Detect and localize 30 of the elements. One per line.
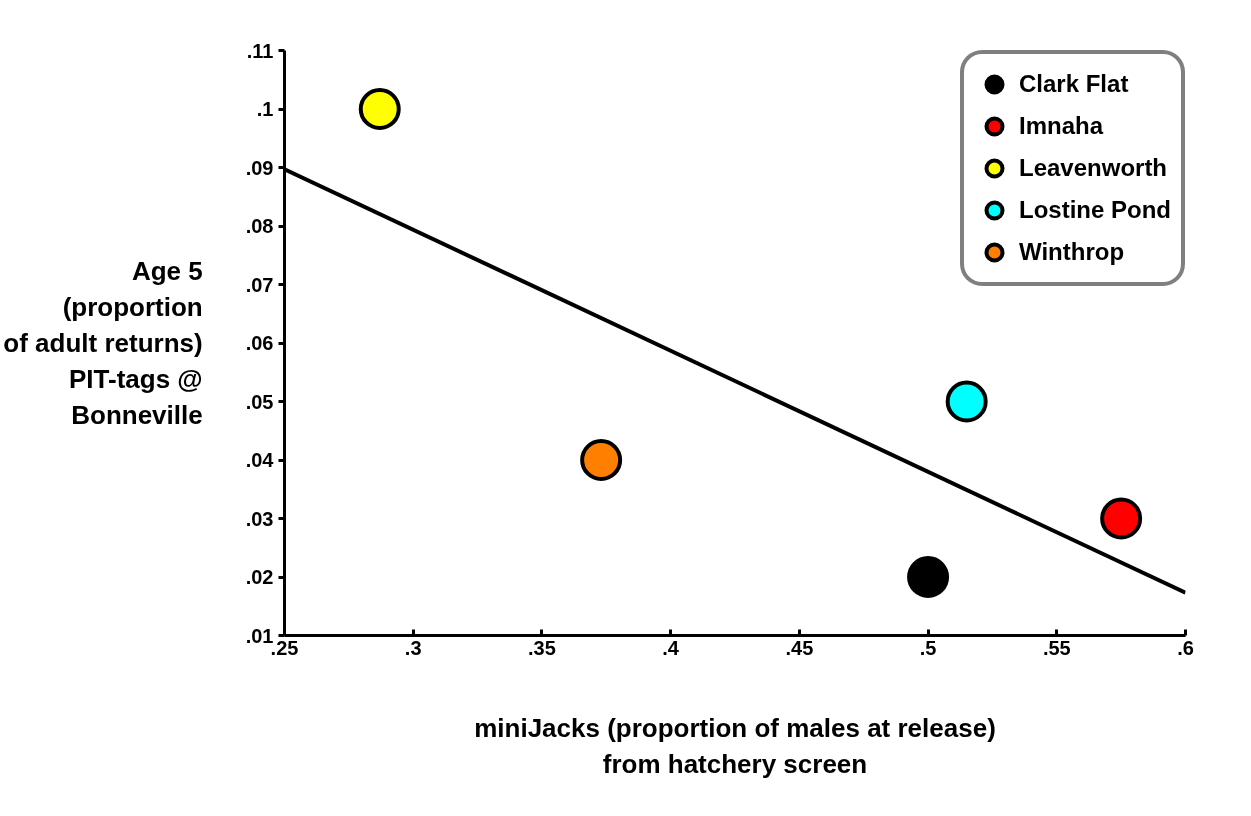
x-tick-label: .55 [1042, 636, 1071, 659]
y-tick-label: .07 [245, 273, 274, 296]
y-axis-title: Age 5 (proportion of adult returns) PIT-tags @ Bonneville [3, 256, 203, 430]
legend-label: Clark Flat [1019, 70, 1129, 98]
point [580, 439, 623, 481]
legend-label: Leavenworth [1019, 154, 1168, 182]
y-tick-label: .06 [245, 332, 274, 354]
y-tick-label: .11 [246, 39, 274, 62]
legend-label: Lostine Pond [1019, 196, 1171, 224]
x-tick-label: .5 [919, 636, 937, 659]
x-axis-title: miniJacks (proportion of males at release) from hatchery screen [474, 712, 996, 779]
x-tick-label: .6 [1177, 636, 1194, 659]
x-tick-label: .35 [528, 636, 556, 659]
y-tick-label: .05 [245, 390, 274, 413]
y-tick-label: .08 [245, 215, 274, 237]
y-tick-label: .09 [245, 156, 274, 179]
y-tick-label: .01 [245, 624, 274, 647]
y-tick-label: .03 [245, 507, 274, 530]
y-tick-label: .02 [245, 566, 274, 588]
x-tick-label: .3 [404, 636, 422, 659]
point [1100, 497, 1143, 540]
y-tick-label: .04 [245, 449, 275, 471]
point [945, 380, 988, 423]
point [358, 88, 401, 130]
x-tick-label: .45 [785, 636, 814, 659]
legend-label: Winthrop [1019, 238, 1125, 266]
legend-label: Imnaha [1019, 112, 1104, 140]
x-tick-label: .4 [662, 636, 680, 659]
point [907, 556, 950, 598]
y-tick-label: .1 [256, 98, 274, 120]
